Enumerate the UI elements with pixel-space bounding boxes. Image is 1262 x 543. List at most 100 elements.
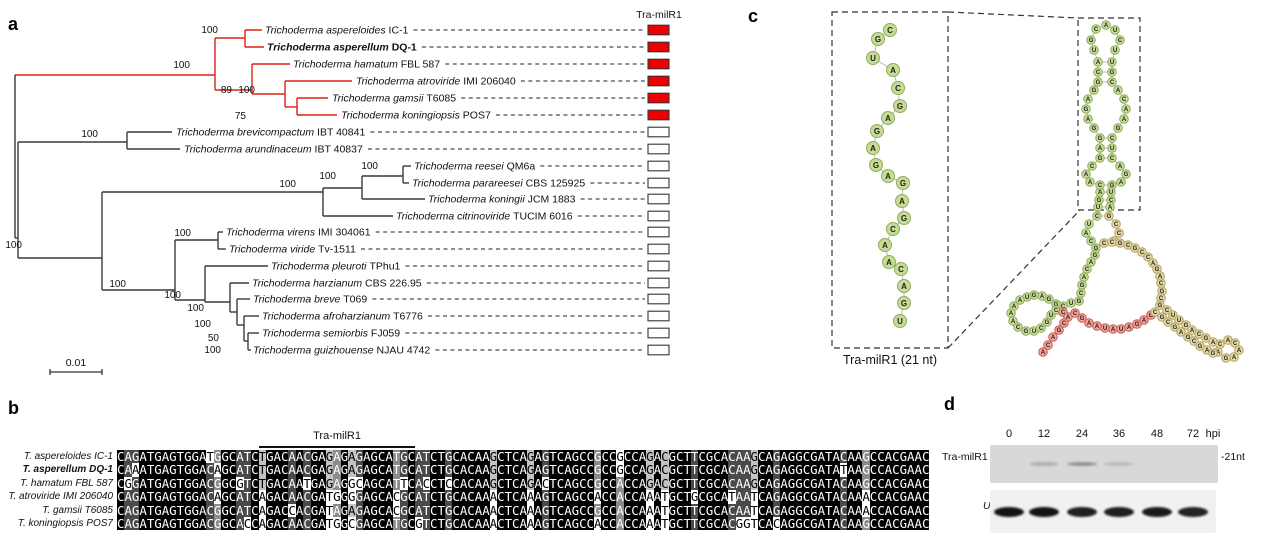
nucleotide-letter: A	[899, 197, 905, 206]
alignment-cell: T	[422, 489, 431, 505]
alignment-cell: A	[832, 489, 840, 505]
bootstrap-value: 100	[164, 290, 181, 301]
leaf-label: Trichoderma citrinoviride TUCIM 6016	[396, 211, 573, 223]
alignment-cell: A	[198, 475, 207, 491]
nucleotide-letter: A	[882, 241, 888, 250]
tree-leaf: Trichoderma parareesei CBS 125925	[412, 178, 585, 190]
alignment-cell: G	[154, 502, 162, 518]
milr1-present-box	[647, 58, 670, 70]
nucleotide	[1081, 169, 1091, 179]
alignment-cell: A	[854, 449, 863, 464]
tree-leaf: Trichoderma guizhouense NJAU 4742	[253, 345, 430, 357]
alignment-cell: T	[504, 489, 513, 505]
alignment-cell: A	[534, 462, 542, 478]
nucleotide-letter: U	[1110, 60, 1114, 66]
nucleotide-letter: C	[1159, 281, 1164, 287]
nucleotide	[1163, 317, 1173, 327]
alignment-cell: G	[795, 502, 803, 518]
alignment-cell: G	[333, 489, 341, 505]
alignment-cell: G	[750, 449, 758, 464]
alignment-cell: C	[452, 449, 460, 464]
nucleotide-letter: A	[1051, 335, 1056, 341]
nucleotide-letter: G	[1173, 325, 1178, 331]
alignment-cell: A	[318, 489, 326, 505]
alignment-row: CAAATGAGTGGACAGCATCTGACAACGAGAGAGAGCATGC…	[117, 462, 929, 478]
alignment-cell: C	[280, 489, 289, 505]
alignment-cell: A	[616, 515, 624, 531]
nucleotide-letter: C	[1085, 267, 1090, 273]
alignment-cell: G	[772, 489, 781, 505]
tree-leaf: Trichoderma citrinoviride TUCIM 6016	[396, 211, 573, 223]
alignment-cell: A	[594, 515, 602, 531]
alignment-cell: G	[266, 502, 274, 518]
nucleotide	[1132, 319, 1142, 329]
panel-c-label: c	[748, 6, 759, 26]
alignment-cell: G	[899, 475, 908, 491]
nucleotide	[1086, 257, 1096, 267]
alignment-cell: A	[854, 462, 863, 478]
alignment-cell: C	[698, 475, 706, 491]
alignment-cell: A	[526, 502, 535, 518]
alignment-species-label: T. hamatum FBL 587	[20, 477, 113, 489]
alignment-cell: G	[325, 449, 334, 464]
alignment-cell: T	[392, 462, 401, 478]
alignment-cell: A	[236, 462, 244, 478]
nucleotide-letter: A	[886, 258, 892, 267]
alignment-cell: A	[385, 489, 393, 505]
alignment-cell: C	[921, 515, 930, 531]
alignment-cell: C	[892, 462, 900, 478]
alignment-cell: A	[854, 489, 863, 505]
alignment-cell: G	[184, 515, 192, 531]
alignment-cell: A	[765, 515, 773, 531]
alignment-cell: G	[444, 502, 453, 518]
alignment-cell: C	[377, 462, 386, 478]
alignment-cell: G	[169, 462, 177, 478]
alignment-cell: A	[348, 502, 356, 518]
alignment-cell: C	[713, 502, 721, 518]
alignment-cell: G	[400, 489, 408, 505]
alignment-cell: A	[385, 462, 393, 478]
alignment-cell: A	[385, 475, 393, 491]
nucleotide-letter: C	[1110, 80, 1115, 86]
nucleotide-letter: G	[873, 161, 879, 170]
alignment-cell: G	[862, 515, 870, 531]
nucleotide-letter: A	[870, 144, 876, 153]
nucleotide-letter: C	[1090, 164, 1095, 170]
nucleotide	[1107, 153, 1117, 163]
alignment-cell: G	[571, 502, 580, 518]
alignment-cell: T	[258, 462, 267, 478]
alignment-cell: A	[161, 462, 170, 478]
alignment-cell: A	[459, 515, 468, 531]
alignment-cell: A	[817, 462, 826, 478]
alignment-cell: A	[519, 449, 527, 464]
alignment-cell: C	[869, 515, 878, 531]
nucleotide-letter: G	[1184, 323, 1189, 329]
alignment-cell: A	[646, 502, 654, 518]
alignment-cell: T	[825, 502, 833, 518]
alignment-cell: A	[385, 502, 393, 518]
alignment-cell: G	[541, 462, 550, 478]
alignment-cell: A	[526, 515, 535, 531]
tree-leaf: Trichoderma afroharzianum T6776	[262, 311, 423, 323]
alignment-cell: A	[847, 449, 855, 464]
alignment-cell: A	[474, 449, 483, 464]
alignment-cell: G	[526, 449, 535, 464]
nucleotide-letter: C	[1102, 241, 1107, 247]
leaf-label: Trichoderma asperellum DQ-1	[267, 42, 417, 54]
alignment-cell: T	[750, 515, 758, 531]
alignment-cell: C	[497, 515, 505, 531]
alignment-cell: C	[698, 462, 706, 478]
alignment-cell: C	[541, 475, 550, 491]
alignment-cell: C	[869, 449, 878, 464]
alignment-cell: G	[795, 462, 803, 478]
alignment-cell: A	[914, 475, 922, 491]
tree-leaf: Trichoderma hamatum FBL 587	[293, 59, 440, 71]
alignment-cell: T	[549, 502, 557, 518]
alignment-cell: G	[526, 462, 535, 478]
nucleotide-letter: A	[1205, 348, 1210, 354]
alignment-cell: G	[705, 475, 714, 491]
alignment-cell: G	[191, 475, 199, 491]
alignment-cell: C	[586, 462, 595, 478]
nucleotide-letter: C	[1054, 308, 1059, 314]
nucleotide	[895, 194, 909, 208]
